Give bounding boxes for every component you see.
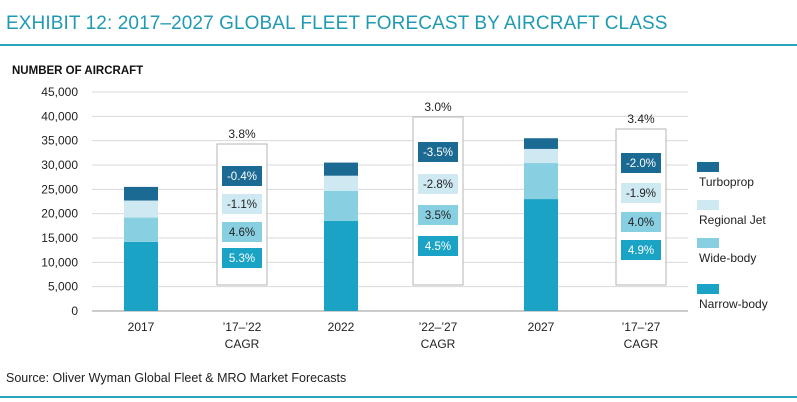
cagr-cell-turboprop — [222, 166, 262, 186]
cagr-cell-wide-body — [222, 222, 262, 242]
bottom-rule — [0, 396, 797, 398]
bar-segment-wide-body — [324, 190, 358, 221]
cagr-cell-narrow-body — [621, 240, 661, 260]
cagr-value-label: -3.5% — [423, 147, 453, 159]
cagr-box — [615, 128, 667, 286]
y-tick-label: 15,000 — [41, 231, 78, 245]
cagr-value-label: 4.5% — [425, 241, 451, 253]
cagr-cell-regional-jet — [222, 194, 262, 214]
bar-segment-turboprop — [324, 162, 358, 176]
y-tick-label: 35,000 — [41, 134, 78, 148]
cagr-cell-wide-body — [418, 205, 458, 225]
bar-segment-narrow-body — [124, 241, 158, 311]
x-tick-label: 2017 — [128, 320, 155, 334]
cagr-value-label: 5.3% — [229, 253, 255, 265]
bar-segment-regional-jet — [124, 200, 158, 218]
bar-segment-narrow-body — [524, 199, 558, 311]
chart-title: EXHIBIT 12: 2017–2027 GLOBAL FLEET FOREC… — [6, 13, 668, 34]
bar-segment-regional-jet — [324, 175, 358, 191]
cagr-total-label: 3.4% — [627, 112, 655, 126]
y-tick-label: 20,000 — [41, 207, 78, 221]
x-tick-label: CAGR — [225, 337, 260, 351]
x-tick-label: CAGR — [624, 337, 659, 351]
cagr-value-label: -1.9% — [626, 188, 656, 200]
cagr-cell-turboprop — [621, 153, 661, 173]
cagr-value-label: -1.1% — [227, 199, 257, 211]
cagr-value-label: -0.4% — [227, 171, 257, 183]
x-tick-label: ’22–’27 — [419, 320, 458, 334]
bar-segment-turboprop — [524, 138, 558, 149]
cagr-value-label: 3.5% — [425, 210, 451, 222]
y-tick-label: 5,000 — [48, 280, 78, 294]
legend-label: Wide-body — [699, 251, 756, 265]
x-tick-label: ’17–’27 — [622, 320, 661, 334]
x-tick-label: 2027 — [528, 320, 555, 334]
y-tick-label: 45,000 — [41, 85, 78, 99]
y-tick-label: 10,000 — [41, 255, 78, 269]
bar-segment-regional-jet — [524, 148, 558, 164]
cagr-value-label: 4.9% — [628, 245, 654, 257]
legend-label: Regional Jet — [699, 213, 766, 227]
cagr-cell-regional-jet — [621, 183, 661, 203]
y-tick-label: 0 — [71, 304, 78, 318]
x-tick-label: 2022 — [328, 320, 355, 334]
y-tick-label: 30,000 — [41, 158, 78, 172]
cagr-total-label: 3.8% — [228, 127, 256, 141]
legend-label: Narrow-body — [699, 297, 768, 311]
title-rule — [0, 44, 797, 46]
bar-segment-narrow-body — [324, 220, 358, 311]
cagr-value-label: -2.0% — [626, 158, 656, 170]
cagr-cell-narrow-body — [418, 236, 458, 256]
source-note: Source: Oliver Wyman Global Fleet & MRO … — [6, 371, 347, 385]
bar-segment-wide-body — [124, 217, 158, 242]
cagr-cell-narrow-body — [222, 248, 262, 268]
y-tick-label: 25,000 — [41, 182, 78, 196]
cagr-value-label: -2.8% — [423, 179, 453, 191]
legend-label: Turboprop — [699, 175, 754, 189]
x-tick-label: ’17–’22 — [223, 320, 262, 334]
cagr-cell-turboprop — [418, 142, 458, 162]
cagr-value-label: 4.6% — [229, 227, 255, 239]
legend-swatch-regional-jet — [697, 200, 719, 210]
legend-swatch-narrow-body — [697, 284, 719, 294]
x-tick-label: CAGR — [421, 337, 456, 351]
cagr-value-label: 4.0% — [628, 217, 654, 229]
cagr-total-label: 3.0% — [424, 100, 452, 114]
legend-swatch-wide-body — [697, 238, 719, 248]
y-axis-title: NUMBER OF AIRCRAFT — [12, 65, 143, 77]
legend-swatch-turboprop — [697, 162, 719, 172]
bar-segment-turboprop — [124, 186, 158, 201]
cagr-cell-wide-body — [621, 212, 661, 232]
bar-segment-wide-body — [524, 163, 558, 200]
cagr-cell-regional-jet — [418, 174, 458, 194]
y-tick-label: 40,000 — [41, 109, 78, 123]
